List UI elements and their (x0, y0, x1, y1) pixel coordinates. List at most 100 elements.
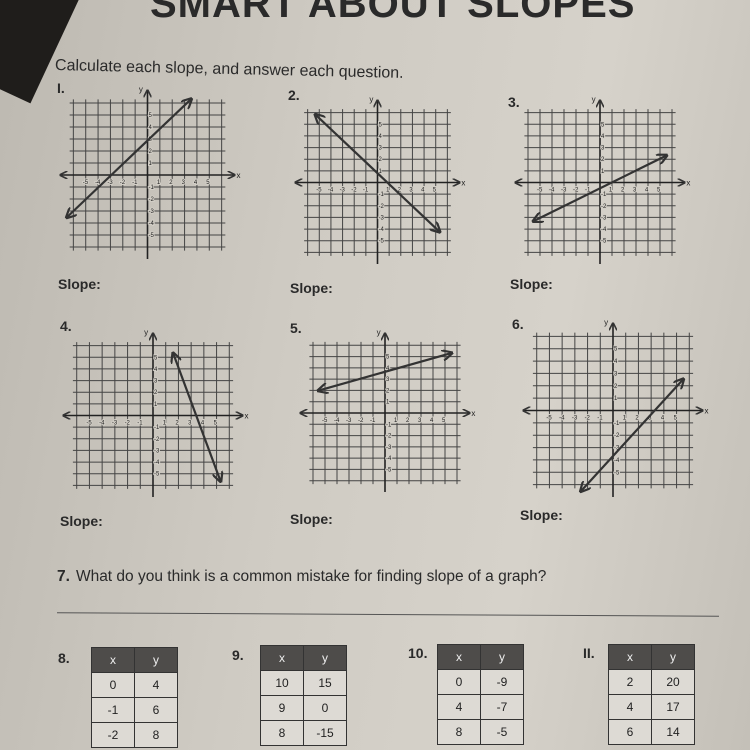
table-cell: 8 (437, 719, 481, 745)
y-tick-label: 3 (614, 371, 618, 377)
table-cell: 10 (260, 670, 304, 696)
x-tick-label: 3 (418, 418, 422, 424)
y-tick-label: -5 (614, 470, 620, 476)
graph-number-5: 5. (290, 320, 302, 336)
y-tick-label: -1 (386, 422, 392, 428)
x-tick-label: -4 (99, 421, 105, 427)
table-cell: 9 (260, 695, 304, 721)
slope-label-4: Slope: (60, 513, 103, 529)
slope-label-2: Slope: (290, 280, 333, 296)
column-header: y (651, 644, 695, 670)
y-tick-label: 5 (614, 347, 618, 353)
x-tick-label: -4 (549, 188, 555, 194)
y-tick-label: 3 (379, 146, 383, 152)
y-tick-label: 5 (149, 113, 153, 119)
table-row: 8 -15 (260, 720, 347, 746)
column-header: x (608, 644, 652, 670)
y-tick-label: 2 (601, 157, 605, 163)
x-tick-label: -1 (137, 421, 143, 427)
y-tick-label: 3 (386, 377, 390, 383)
y-tick-label: -5 (149, 233, 155, 239)
page-title: SMART ABOUT SLOPES (150, 0, 636, 26)
y-axis-label: y (369, 95, 373, 104)
graph-number-2: 2. (288, 87, 300, 103)
table-cell: 20 (651, 669, 695, 695)
y-tick-label: 5 (601, 122, 605, 128)
x-tick-label: -5 (537, 188, 543, 194)
y-tick-label: -3 (386, 445, 392, 451)
y-tick-label: -2 (601, 204, 607, 210)
y-tick-label: 1 (154, 402, 158, 408)
table-cell: 0 (437, 669, 481, 695)
graph-number-6: 6. (512, 316, 524, 332)
y-tick-label: 3 (601, 146, 605, 152)
x-tick-label: 2 (406, 418, 410, 424)
x-tick-label: -1 (597, 416, 603, 422)
table-cell: 0 (91, 672, 135, 698)
y-tick-label: -4 (386, 456, 392, 462)
slope-label-3: Slope: (510, 276, 553, 292)
y-tick-label: -1 (379, 192, 385, 198)
x-tick-label: -4 (328, 188, 334, 194)
table-cell: 15 (303, 670, 347, 696)
x-tick-label: -5 (546, 416, 552, 422)
y-tick-label: 4 (614, 359, 618, 365)
y-axis-label: y (592, 95, 596, 104)
table-cell: 4 (608, 694, 652, 720)
y-tick-label: 2 (386, 388, 390, 394)
x-tick-label: -5 (86, 421, 92, 427)
answer-line-7[interactable] (57, 612, 719, 617)
x-axis-label: x (471, 409, 475, 418)
table-number-8: 8. (58, 650, 70, 666)
x-tick-label: -5 (83, 180, 89, 186)
table-cell: 8 (260, 720, 304, 746)
table-cell: 8 (134, 722, 178, 748)
x-tick-label: -3 (572, 416, 578, 422)
question-7: 7. What do you think is a common mistake … (57, 568, 546, 586)
table-cell: 14 (651, 719, 695, 745)
xy-table-9: x y 10 15 9 0 8 -15 (260, 645, 347, 746)
column-header: x (260, 645, 304, 671)
table-row: -1 6 (91, 697, 178, 723)
y-tick-label: 2 (149, 149, 153, 155)
x-tick-label: -5 (316, 188, 322, 194)
graph-line (173, 354, 220, 481)
x-tick-label: -1 (363, 188, 369, 194)
x-tick-label: -5 (322, 418, 328, 424)
y-axis-label: y (144, 328, 148, 337)
x-axis-label: x (236, 171, 240, 180)
x-tick-label: -3 (346, 418, 352, 424)
x-tick-label: -2 (358, 418, 364, 424)
y-tick-label: 5 (379, 122, 383, 128)
table-cell: 4 (437, 694, 481, 720)
xy-table-8: x y 0 4 -1 6 -2 8 (91, 647, 178, 748)
table-row: 10 15 (260, 670, 347, 696)
y-tick-label: 2 (614, 384, 618, 390)
table-cell: -9 (480, 669, 524, 695)
x-axis-label: x (705, 407, 709, 416)
table-row: 2 20 (608, 669, 695, 695)
table-cell: -2 (91, 722, 135, 748)
table-cell: -1 (91, 697, 135, 723)
y-tick-label: 3 (154, 379, 158, 385)
y-tick-label: -1 (614, 421, 620, 427)
y-axis-label: y (604, 318, 608, 327)
slope-label-5: Slope: (290, 511, 333, 527)
y-tick-label: 2 (154, 390, 158, 396)
x-tick-label: -3 (107, 180, 113, 186)
y-tick-label: -4 (149, 221, 155, 227)
y-tick-label: 4 (379, 134, 383, 140)
table-cell: 2 (608, 669, 652, 695)
y-tick-label: 4 (149, 125, 153, 131)
table-cell: -5 (480, 719, 524, 745)
